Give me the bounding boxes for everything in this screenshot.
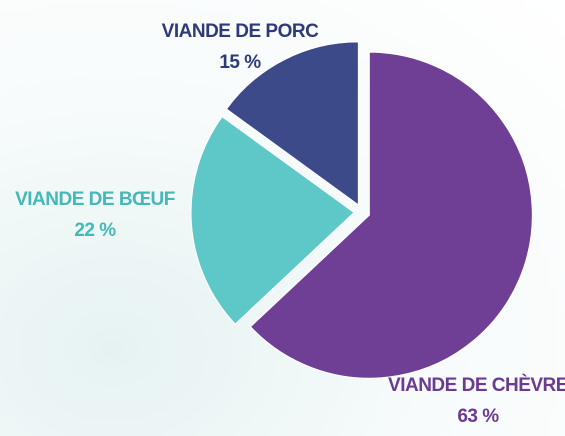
slice-label: VIANDE DE PORC: [162, 21, 319, 42]
pie-slice: [190, 115, 355, 325]
slice-value-label: 22 %: [74, 220, 116, 241]
slice-value-label: 15 %: [219, 52, 261, 73]
pie-slice: [249, 51, 533, 379]
slice-value-label: 63 %: [457, 406, 499, 427]
slice-label: VIANDE DE BŒUF: [15, 189, 175, 210]
slice-label: VIANDE DE CHÈVRE: [388, 374, 565, 396]
pie-slice: [225, 41, 359, 206]
